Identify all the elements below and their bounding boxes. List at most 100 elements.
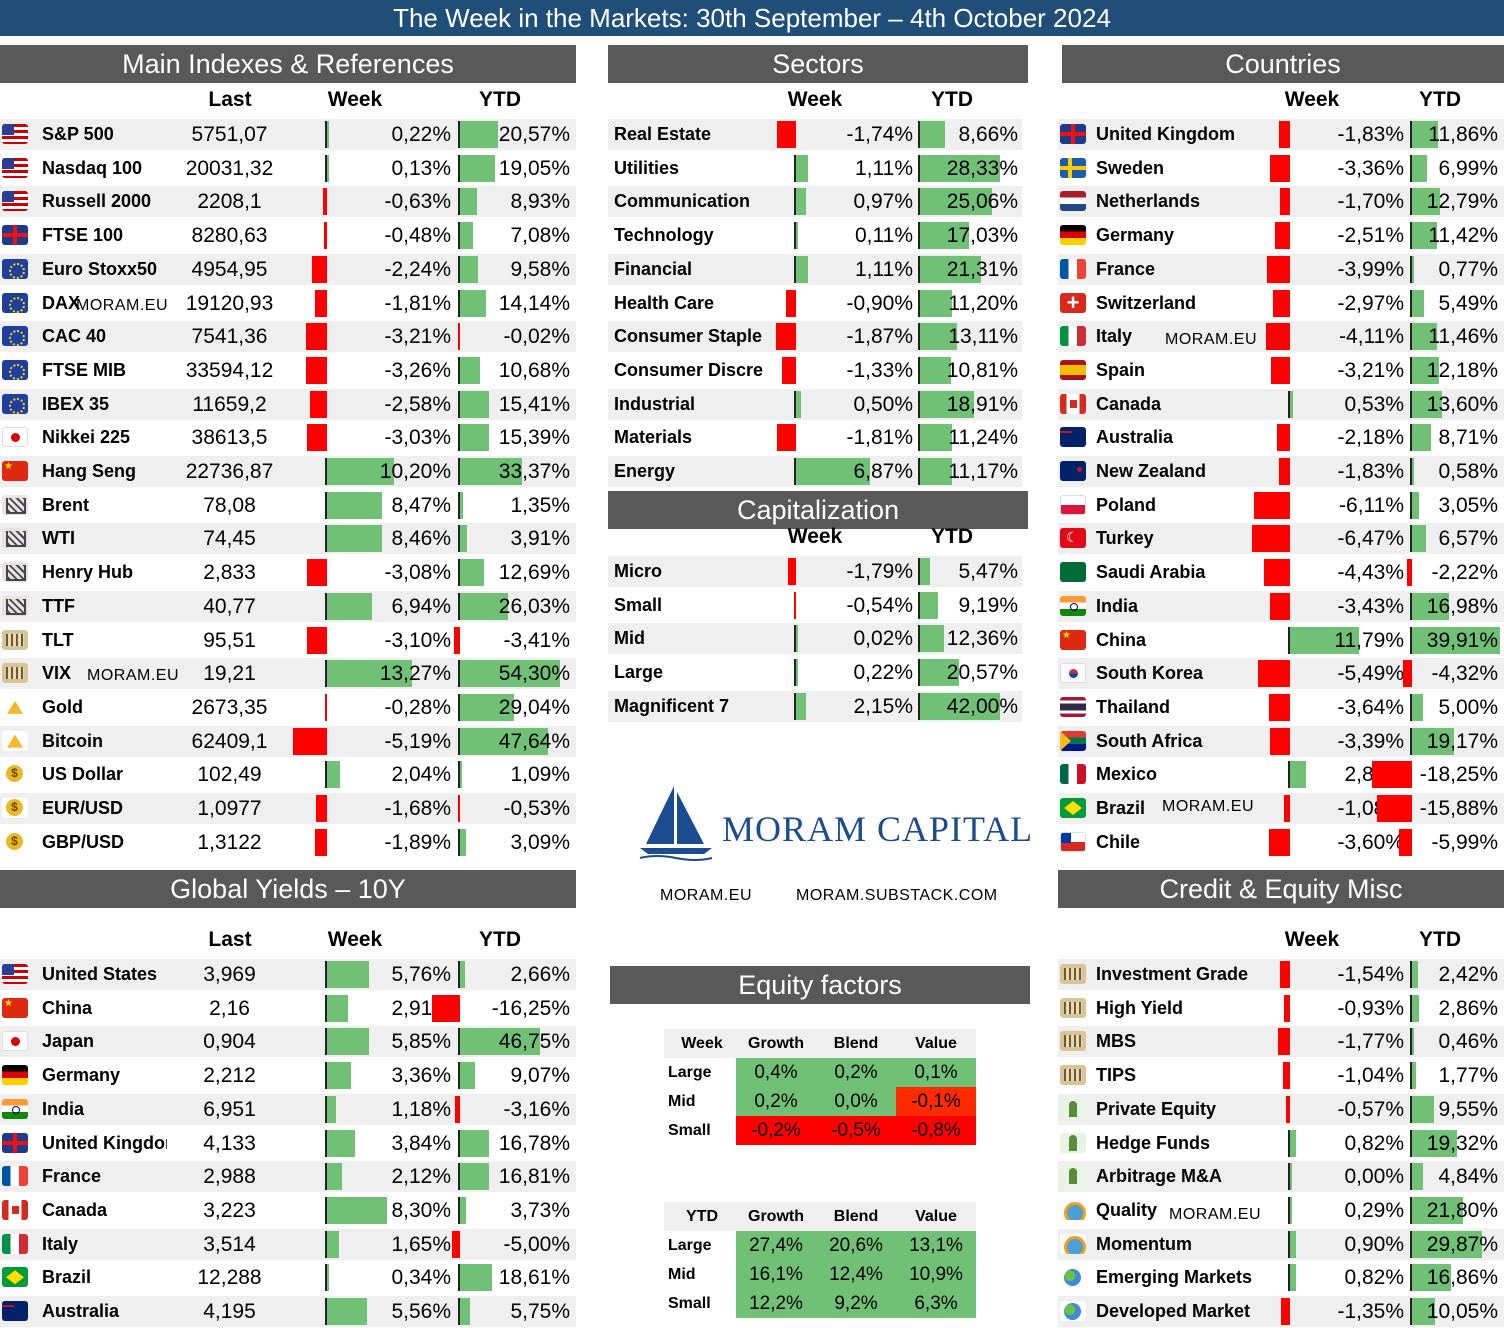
brand-site[interactable]: MORAM.EU bbox=[660, 887, 752, 904]
table-row[interactable]: VIX 19,21 13,27% 54,30% bbox=[0, 658, 576, 690]
table-row[interactable]: CAC 40 7541,36 -3,21% -0,02% bbox=[0, 321, 576, 353]
table-row[interactable]: GBP/USD 1,3122 -1,89% 3,09% bbox=[0, 827, 576, 858]
table-row[interactable]: Spain -3,21% 12,18% bbox=[1058, 355, 1504, 386]
row-name: Real Estate bbox=[614, 124, 712, 144]
ytd-cell: 10,81% bbox=[918, 355, 1022, 386]
table-row[interactable]: Brent 78,08 8,47% 1,35% bbox=[0, 490, 576, 521]
table-row[interactable]: Health Care -0,90% 11,20% bbox=[608, 288, 1022, 319]
table-row[interactable]: FTSE MIB 33594,12 -3,26% 10,68% bbox=[0, 355, 576, 386]
table-row[interactable]: Italy -4,11% 11,46% bbox=[1058, 321, 1504, 353]
table-row[interactable]: IBEX 35 11659,2 -2,58% 15,41% bbox=[0, 388, 576, 420]
table-row[interactable]: Private Equity -0,57% 9,55% bbox=[1058, 1093, 1504, 1125]
table-row[interactable]: Energy 6,87% 11,17% bbox=[608, 456, 1022, 487]
table-row[interactable]: Germany 2,212 3,36% 9,07% bbox=[0, 1060, 576, 1091]
table-row[interactable]: Italy 3,514 1,65% -5,00% bbox=[0, 1228, 576, 1260]
table-row[interactable]: Australia 4,195 5,56% 5,75% bbox=[0, 1296, 576, 1327]
row-name: WTI bbox=[42, 528, 75, 549]
table-row[interactable]: Communication 0,97% 25,06% bbox=[608, 186, 1022, 218]
factor-cell: 6,3% bbox=[896, 1289, 976, 1318]
table-row[interactable]: Canada 0,53% 13,60% bbox=[1058, 388, 1504, 420]
week-bar bbox=[1280, 1298, 1290, 1325]
table-row[interactable]: Henry Hub 2,833 -3,08% 12,69% bbox=[0, 557, 576, 588]
table-row[interactable]: Real Estate -1,74% 8,66% bbox=[608, 119, 1022, 150]
table-row[interactable]: Chile -3,60% -5,99% bbox=[1058, 827, 1504, 858]
row-name: Technology bbox=[614, 225, 714, 246]
table-row[interactable]: Australia -2,18% 8,71% bbox=[1058, 422, 1504, 453]
table-row[interactable]: S&P 500 5751,07 0,22% 20,57% bbox=[0, 119, 576, 150]
table-row[interactable]: TIPS -1,04% 1,77% bbox=[1058, 1060, 1504, 1091]
ytd-value: 5,49% bbox=[1438, 291, 1498, 315]
table-row[interactable]: Materials -1,81% 11,24% bbox=[608, 422, 1022, 453]
table-row[interactable]: Consumer Discre -1,33% 10,81% bbox=[608, 355, 1022, 386]
table-row[interactable]: FTSE 100 8280,63 -0,48% 7,08% bbox=[0, 220, 576, 251]
table-row[interactable]: MBS -1,77% 0,46% bbox=[1058, 1026, 1504, 1058]
table-row[interactable]: EUR/USD 1,0977 -1,68% -0,53% bbox=[0, 793, 576, 824]
table-row[interactable]: France 2,988 2,12% 16,81% bbox=[0, 1161, 576, 1193]
table-row[interactable]: Small -0,54% 9,19% bbox=[608, 590, 1022, 621]
table-row[interactable]: China 11,79% 39,91% bbox=[1058, 625, 1504, 656]
table-row[interactable]: Poland -6,11% 3,05% bbox=[1058, 490, 1504, 521]
table-row[interactable]: Russell 2000 2208,1 -0,63% 8,93% bbox=[0, 186, 576, 218]
table-row[interactable]: Emerging Markets 0,82% 16,86% bbox=[1058, 1262, 1504, 1293]
table-row[interactable]: Saudi Arabia -4,43% -2,22% bbox=[1058, 557, 1504, 588]
table-row[interactable]: South Korea -5,49% -4,32% bbox=[1058, 658, 1504, 690]
table-row[interactable]: South Africa -3,39% 19,17% bbox=[1058, 725, 1504, 757]
table-row[interactable]: Industrial 0,50% 18,91% bbox=[608, 388, 1022, 420]
ytd-bar bbox=[1412, 693, 1423, 721]
table-row[interactable]: Bitcoin 62409,1 -5,19% 47,64% bbox=[0, 725, 576, 757]
table-row[interactable]: Netherlands -1,70% 12,79% bbox=[1058, 186, 1504, 218]
table-row[interactable]: Technology 0,11% 17,03% bbox=[608, 220, 1022, 251]
table-row[interactable]: Hang Seng 22736,87 10,20% 33,37% bbox=[0, 456, 576, 487]
brand-substack[interactable]: MORAM.SUBSTACK.COM bbox=[796, 887, 998, 904]
table-row[interactable]: Magnificent 7 2,15% 42,00% bbox=[608, 690, 1022, 722]
week-cell: -3,43% bbox=[1270, 591, 1408, 622]
week-cell: 8,47% bbox=[325, 490, 455, 521]
table-row[interactable]: United States 3,969 5,76% 2,66% bbox=[0, 959, 576, 990]
table-row[interactable]: Mexico2,80%-18,25% bbox=[1058, 759, 1504, 790]
table-row[interactable]: Canada 3,223 8,30% 3,73% bbox=[0, 1195, 576, 1226]
table-row[interactable]: Hedge Funds 0,82% 19,32% bbox=[1058, 1128, 1504, 1159]
table-row[interactable]: Arbitrage M&A 0,00% 4,84% bbox=[1058, 1161, 1504, 1193]
table-row[interactable]: France -3,99% 0,77% bbox=[1058, 253, 1504, 285]
table-row[interactable]: TTF 40,77 6,94% 26,03% bbox=[0, 590, 576, 622]
table-row[interactable]: Japan 0,904 5,85% 46,75% bbox=[0, 1026, 576, 1058]
column-separator bbox=[794, 659, 796, 687]
table-row[interactable]: Turkey -6,47% 6,57% bbox=[1058, 523, 1504, 555]
table-row[interactable]: Micro -1,79% 5,47% bbox=[608, 556, 1022, 587]
table-row[interactable]: Consumer Staple -1,87% 13,11% bbox=[608, 321, 1022, 353]
table-row[interactable]: Nasdaq 100 20031,32 0,13% 19,05% bbox=[0, 153, 576, 184]
table-row[interactable]: Quality 0,29% 21,80% bbox=[1058, 1195, 1504, 1226]
in-flag-icon bbox=[2, 1098, 28, 1119]
table-row[interactable]: United Kingdom -1,83% 11,86% bbox=[1058, 119, 1504, 150]
table-row[interactable]: India 6,951 1,18% -3,16% bbox=[0, 1093, 576, 1125]
table-row[interactable]: US Dollar 102,49 2,04% 1,09% bbox=[0, 759, 576, 790]
table-row[interactable]: Developed Market -1,35% 10,05% bbox=[1058, 1296, 1504, 1327]
table-row[interactable]: Financial 1,11% 21,31% bbox=[608, 253, 1022, 285]
table-row[interactable]: Utilities 1,11% 28,33% bbox=[608, 153, 1022, 184]
table-row[interactable]: Germany -2,51% 11,42% bbox=[1058, 220, 1504, 251]
table-row[interactable]: Nikkei 225 38613,5 -3,03% 15,39% bbox=[0, 422, 576, 453]
table-row[interactable]: India -3,43% 16,98% bbox=[1058, 590, 1504, 622]
table-row[interactable]: High Yield -0,93% 2,86% bbox=[1058, 993, 1504, 1024]
ytd-cell: 21,80% bbox=[1410, 1195, 1502, 1226]
table-row[interactable]: Gold 2673,35 -0,28% 29,04% bbox=[0, 692, 576, 723]
week-bar bbox=[1290, 1264, 1296, 1292]
week-cell: 2,04% bbox=[325, 759, 455, 790]
table-row[interactable]: Thailand -3,64% 5,00% bbox=[1058, 692, 1504, 723]
table-row[interactable]: United Kingdom 4,133 3,84% 16,78% bbox=[0, 1128, 576, 1159]
table-row[interactable]: Brazil 12,288 0,34% 18,61% bbox=[0, 1262, 576, 1293]
table-row[interactable]: WTI 74,45 8,46% 3,91% bbox=[0, 523, 576, 555]
table-row[interactable]: Large 0,22% 20,57% bbox=[608, 657, 1022, 688]
table-row[interactable]: Switzerland -2,97% 5,49% bbox=[1058, 288, 1504, 319]
table-row[interactable]: Sweden -3,36% 6,99% bbox=[1058, 153, 1504, 184]
table-row[interactable]: Momentum 0,90% 29,87% bbox=[1058, 1228, 1504, 1260]
table-row[interactable]: Mid 0,02% 12,36% bbox=[608, 623, 1022, 655]
table-row[interactable]: DAX 19120,93 -1,81% 14,14% bbox=[0, 288, 576, 319]
table-row[interactable]: TLT 95,51 -3,10% -3,41% bbox=[0, 625, 576, 656]
table-row[interactable]: Investment Grade -1,54% 2,42% bbox=[1058, 959, 1504, 990]
table-row[interactable]: Euro Stoxx50 4954,95 -2,24% 9,58% bbox=[0, 253, 576, 285]
week-value: 0,50% bbox=[853, 392, 913, 416]
table-row[interactable]: New Zealand -1,83% 0,58% bbox=[1058, 456, 1504, 487]
table-row[interactable]: Brazil -1,08% -15,88% bbox=[1058, 793, 1504, 824]
